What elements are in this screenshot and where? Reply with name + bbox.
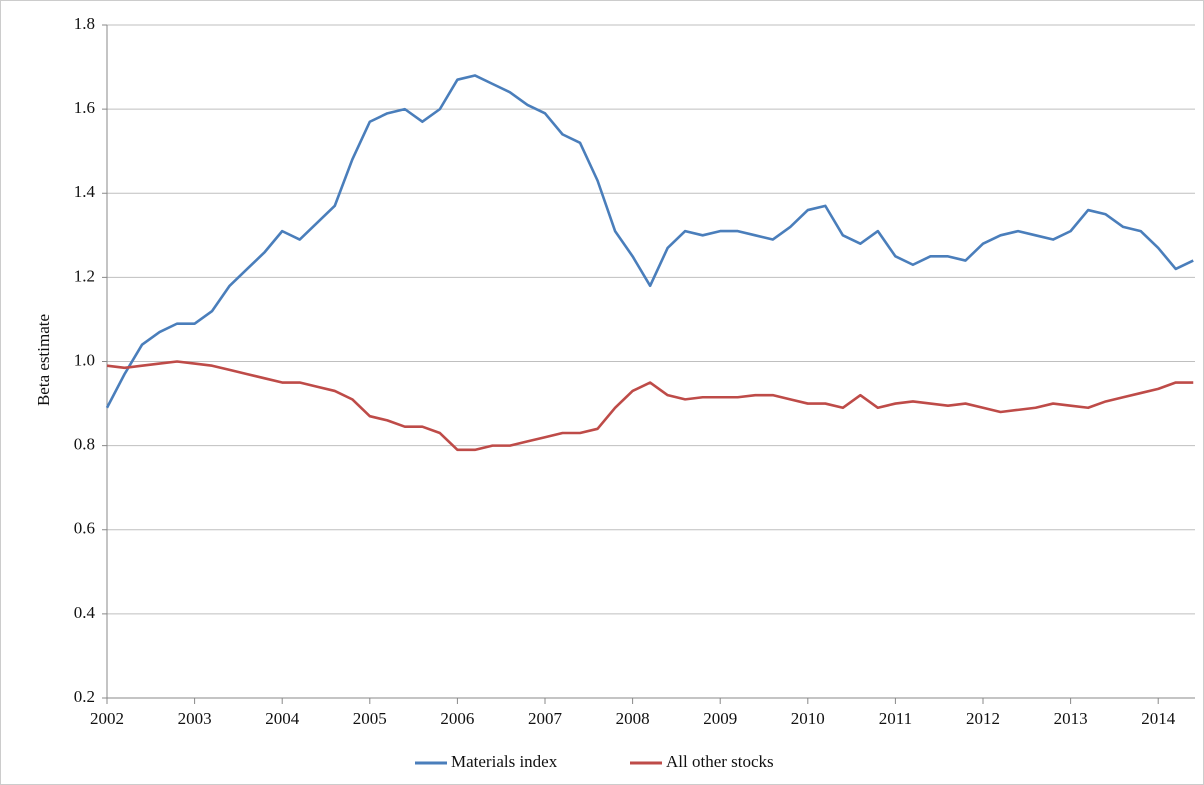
y-tick-label: 0.6 (74, 519, 95, 538)
x-tick-label: 2011 (879, 709, 912, 728)
series-line (106, 360, 1194, 452)
y-tick-label: 1.8 (74, 14, 95, 33)
x-tick-label: 2006 (440, 709, 474, 728)
y-tick-label: 0.2 (74, 687, 95, 706)
x-tick-label: 2003 (178, 709, 212, 728)
x-tick-label: 2013 (1054, 709, 1088, 728)
x-tick-label: 2012 (966, 709, 1000, 728)
x-tick-label: 2009 (703, 709, 737, 728)
y-tick-label: 1.6 (74, 98, 95, 117)
legend-label: All other stocks (666, 752, 774, 771)
x-tick-label: 2005 (353, 709, 387, 728)
y-tick-label: 0.8 (74, 435, 95, 454)
y-tick-label: 0.4 (74, 603, 96, 622)
x-tick-label: 2014 (1141, 709, 1176, 728)
y-tick-label: 1.2 (74, 266, 95, 285)
x-tick-label: 2004 (265, 709, 300, 728)
y-axis-label: Beta estimate (34, 314, 53, 406)
y-tick-label: 1.4 (74, 182, 96, 201)
x-tick-label: 2008 (616, 709, 650, 728)
x-tick-label: 2010 (791, 709, 825, 728)
legend-label: Materials index (451, 752, 558, 771)
x-tick-label: 2007 (528, 709, 563, 728)
y-tick-label: 1.0 (74, 350, 95, 369)
series-line (105, 74, 1194, 409)
x-tick-label: 2002 (90, 709, 124, 728)
